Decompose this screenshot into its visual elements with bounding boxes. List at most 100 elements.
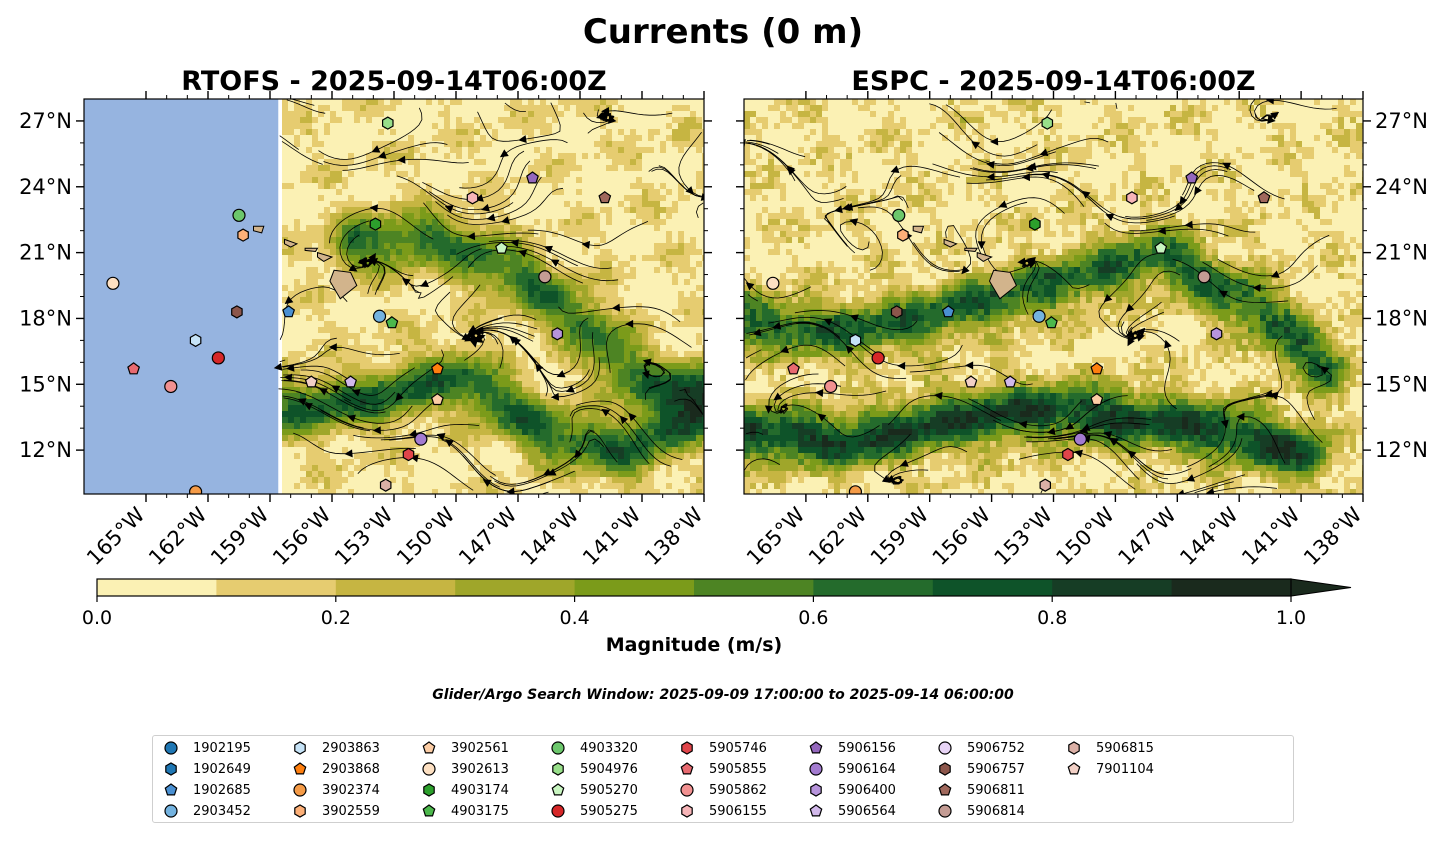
float-marker-5906164 <box>1073 432 1087 446</box>
figure-title: Currents (0 m) <box>583 12 863 52</box>
float-marker-5906155 <box>466 191 479 205</box>
legend-marker-5906814 <box>938 804 952 818</box>
legend-marker-icon <box>294 741 306 755</box>
current-magnitude-field <box>84 99 704 494</box>
float-marker-4903320 <box>232 208 246 222</box>
legend-marker-5906811 <box>938 783 952 796</box>
island-hawaii <box>988 269 1018 300</box>
float-marker-3902374 <box>189 485 203 494</box>
float-marker-5906757 <box>890 305 903 319</box>
x-tick-label: 156°W <box>268 502 336 570</box>
float-marker-5904976 <box>1041 116 1054 130</box>
legend-entry-1902195: 1902195 <box>163 738 251 758</box>
float-marker-4903320 <box>892 208 906 222</box>
float-marker-5906757 <box>231 305 243 319</box>
island-maui <box>976 251 993 262</box>
legend-label: 4903174 <box>451 782 509 798</box>
legend-marker-icon <box>551 804 565 818</box>
float-marker-3902561 <box>1090 392 1104 406</box>
y-tick-label: 27°N <box>19 109 72 133</box>
x-tick-label: 159°W <box>866 502 934 570</box>
legend-label: 4903175 <box>451 803 509 819</box>
legend-marker-icon <box>293 762 307 775</box>
y-tick-label: 24°N <box>19 175 72 199</box>
legend-label: 5906400 <box>838 782 896 798</box>
x-tick-label: 138°W <box>1299 502 1367 570</box>
legend-marker-5906815 <box>1068 741 1080 755</box>
legend-label: 5905862 <box>709 782 767 798</box>
legend-marker-5905746 <box>681 741 693 755</box>
legend-label: 5905746 <box>709 740 767 756</box>
legend-label: 3902561 <box>451 740 509 756</box>
float-marker-5905855 <box>787 362 800 375</box>
legend-marker-icon <box>423 783 435 797</box>
legend-entry-4903175: 4903175 <box>421 801 509 821</box>
float-marker-3902561 <box>430 392 444 406</box>
float-marker-5906811 <box>1257 191 1271 204</box>
float-marker-5906564 <box>344 375 358 388</box>
legend-label: 5905270 <box>580 782 638 798</box>
x-tick-label: 153°W <box>330 502 398 570</box>
float-marker-5906564 <box>1003 375 1017 388</box>
legend-marker-4903174 <box>423 783 435 797</box>
legend-entry-5904976: 5904976 <box>550 759 638 779</box>
legend-label: 2903452 <box>193 803 251 819</box>
legend-entry-3902561: 3902561 <box>421 738 509 758</box>
colorbar-level <box>97 579 217 596</box>
x-tick-label: 150°W <box>392 502 460 570</box>
float-marker-3902613 <box>106 276 120 290</box>
legend-entry-5905746: 5905746 <box>679 738 767 758</box>
current-magnitude-field <box>744 99 1363 494</box>
legend-entry-5906156: 5906156 <box>808 738 896 758</box>
legend-marker-icon <box>938 783 952 796</box>
legend-marker-3902613 <box>422 762 436 776</box>
legend-marker-icon <box>422 762 436 776</box>
legend-marker-3902374 <box>293 783 307 797</box>
legend-marker-icon <box>164 804 178 818</box>
legend-entry-5906400: 5906400 <box>808 780 896 800</box>
float-marker-5905855 <box>127 362 141 375</box>
legend-marker-icon <box>164 783 178 796</box>
x-tick-label: 147°W <box>454 502 522 570</box>
legend-entry-3902613: 3902613 <box>421 759 509 779</box>
legend-label: 4903320 <box>580 740 638 756</box>
float-marker-3902559 <box>237 228 249 242</box>
legend-marker-4903175 <box>422 804 436 817</box>
colorbar-level <box>1171 579 1292 596</box>
legend-entry-2903452: 2903452 <box>163 801 251 821</box>
float-marker-4903175 <box>385 316 399 329</box>
legend-entry-5906752: 5906752 <box>937 738 1025 758</box>
legend-entry-5906811: 5906811 <box>937 780 1025 800</box>
colorbar-tick-label: 1.0 <box>1276 607 1306 629</box>
no-data-region <box>84 99 279 494</box>
colorbar-tick-label: 0.4 <box>559 607 589 629</box>
y-tick-label: 12°N <box>19 438 72 462</box>
float-marker-1902195 <box>120 493 122 494</box>
float-marker-2903863 <box>189 333 202 348</box>
legend-entry-2903863: 2903863 <box>292 738 380 758</box>
x-tick-label: 141°W <box>578 502 646 570</box>
legend-entry-3902374: 3902374 <box>292 780 380 800</box>
legend-label: 5904976 <box>580 761 638 777</box>
legend-entry-3902559: 3902559 <box>292 801 380 821</box>
float-marker-5906814 <box>538 270 552 284</box>
float-marker-5906164 <box>414 432 428 446</box>
float-marker-5906400 <box>1210 327 1223 341</box>
legend-marker-2903863 <box>294 741 306 755</box>
float-marker-4903174 <box>369 217 382 231</box>
legend-label: 5906155 <box>709 803 767 819</box>
legend-marker-5906164 <box>809 762 823 776</box>
legend-marker-icon <box>1067 762 1081 775</box>
legend-entry-1902685: 1902685 <box>163 780 251 800</box>
float-marker-5905746 <box>402 447 415 462</box>
legend-marker-icon <box>551 741 565 755</box>
island-kauai <box>253 225 265 234</box>
float-marker-5905862 <box>164 379 178 394</box>
legend-marker-icon <box>680 783 694 797</box>
float-marker-2903868 <box>430 362 444 375</box>
x-tick-label: 159°W <box>206 502 274 570</box>
y-tick-label: 18°N <box>19 306 72 330</box>
legend-marker-5905270 <box>551 783 565 796</box>
legend-entry-5906814: 5906814 <box>937 801 1025 821</box>
